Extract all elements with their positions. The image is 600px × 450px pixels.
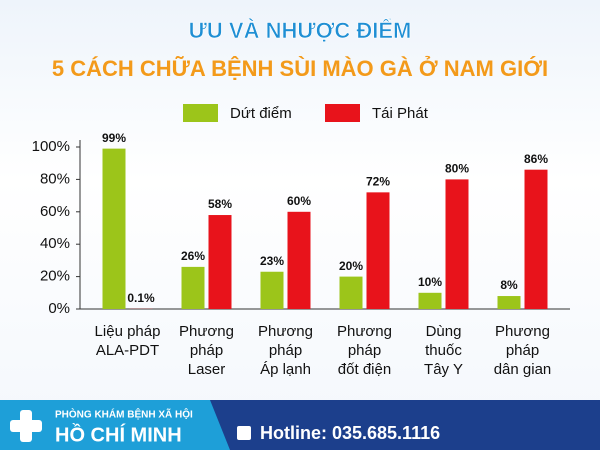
- hotline[interactable]: Hotline: 035.685.1116: [260, 423, 440, 443]
- data-label: 20%: [339, 259, 363, 273]
- x-tick-label: Phương pháp đốt điện: [337, 323, 392, 378]
- y-tick-label: 60%: [40, 203, 70, 220]
- x-tick-label: Phương pháp Áp lạnh: [258, 323, 313, 378]
- data-label: 26%: [181, 249, 205, 263]
- y-tick-label: 0%: [48, 300, 70, 317]
- footer-clinic-block: [0, 400, 230, 450]
- legend-label: Tái Phát: [372, 105, 429, 122]
- bar: [181, 266, 205, 309]
- y-tick-label: 20%: [40, 268, 70, 285]
- phone-icon: [237, 426, 251, 440]
- data-label: 72%: [366, 175, 390, 189]
- y-tick-label: 80%: [40, 170, 70, 187]
- data-label: 86%: [524, 152, 548, 166]
- data-label: 8%: [500, 278, 518, 292]
- bar: [497, 296, 521, 309]
- x-tick-label: Dùng thuốc Tây Y: [424, 323, 463, 378]
- data-label: 23%: [260, 254, 284, 268]
- data-label: 60%: [287, 194, 311, 208]
- data-label: 0.1%: [127, 291, 155, 305]
- data-label: 99%: [102, 131, 126, 145]
- bar: [287, 211, 311, 309]
- bar: [524, 169, 548, 309]
- chart-subtitle: 5 CÁCH CHỮA BỆNH SÙI MÀO GÀ Ở NAM GIỚI: [52, 56, 548, 81]
- bar: [418, 292, 442, 309]
- bar: [208, 215, 232, 309]
- bar: [339, 276, 363, 309]
- data-label: 80%: [445, 162, 469, 176]
- bar: [102, 148, 126, 309]
- bar: [260, 271, 284, 309]
- logo: [10, 410, 42, 442]
- data-label: 10%: [418, 275, 442, 289]
- legend-swatch: [183, 104, 218, 122]
- clinic-line1: PHÒNG KHÁM BỆNH XÃ HỘI: [55, 408, 193, 421]
- x-tick-label: Phương pháp Laser: [179, 323, 234, 378]
- clinic-line2: HỒ CHÍ MINH: [55, 422, 182, 446]
- legend-swatch: [325, 104, 360, 122]
- chart-title: ƯU VÀ NHƯỢC ĐIỂM: [189, 18, 412, 43]
- x-tick-label: Liệu pháp ALA-PDT: [94, 323, 161, 359]
- y-tick-label: 100%: [32, 138, 70, 155]
- x-tick-label: Phương pháp dân gian: [493, 323, 552, 378]
- y-tick-label: 40%: [40, 235, 70, 252]
- data-label: 58%: [208, 197, 232, 211]
- bar: [445, 179, 469, 309]
- legend-label: Dứt điểm: [230, 105, 292, 122]
- bar: [366, 192, 390, 309]
